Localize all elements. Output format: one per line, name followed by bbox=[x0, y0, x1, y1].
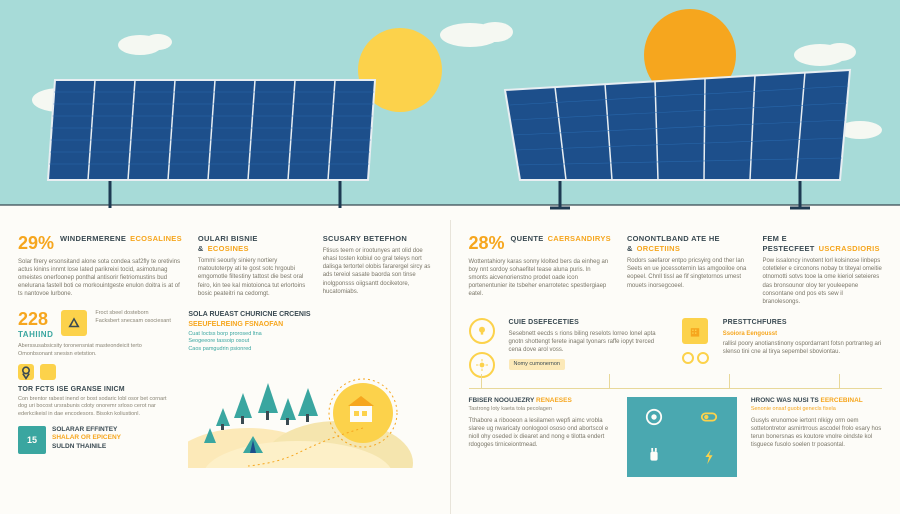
rings-icon bbox=[682, 352, 709, 364]
left-col-3: SCUSARY BETEFHON Ftisus teem or irootuny… bbox=[323, 234, 432, 298]
stat-29: 29% bbox=[18, 234, 54, 252]
body-text: Ftisus teem or irootunyes ant olid doe e… bbox=[323, 247, 432, 296]
mini-icon-row bbox=[18, 364, 174, 380]
body-text: Solar flrery ersonsitand alone sota cond… bbox=[18, 258, 182, 298]
info-section: 29% WINDERMERENEECOSALINES Solar flrery … bbox=[0, 220, 900, 514]
left-col-2: OULARI BISNIE &ECOSINES Tommi seourly si… bbox=[198, 234, 307, 298]
landscape-svg bbox=[188, 358, 418, 468]
left-col-1: 29% WINDERMERENEECOSALINES Solar flrery … bbox=[18, 234, 182, 298]
building-icon bbox=[682, 318, 708, 344]
badge-15: 15 bbox=[18, 426, 46, 454]
plug-icon bbox=[645, 448, 663, 466]
caution-icon bbox=[61, 310, 87, 336]
right-col-2: CONONTLBAND ATE HE &ORCETIINS Rodors sae… bbox=[627, 234, 747, 306]
stat-28: 28% bbox=[469, 234, 505, 252]
right-col-1: 28% QUENTECAERSANDIRYS Wottentahiory kar… bbox=[469, 234, 611, 306]
hero-illustration bbox=[0, 0, 900, 220]
body-text: Tommi seourly siniery nortiery matoutote… bbox=[198, 257, 307, 297]
switch-icon bbox=[700, 408, 718, 426]
right-page: 28% QUENTECAERSANDIRYS Wottentahiory kar… bbox=[451, 220, 900, 514]
bulb-icon bbox=[469, 318, 495, 344]
right-col-3: FEM E PESTECFEETUSCRASDIORIS Pow issalon… bbox=[762, 234, 882, 306]
sun-icon bbox=[469, 352, 495, 378]
hero-svg bbox=[0, 0, 900, 220]
left-page: 29% WINDERMERENEECOSALINES Solar flrery … bbox=[0, 220, 451, 514]
stat-228: 228 bbox=[18, 310, 48, 328]
landscape-illustration: SOLA RUEAST CHURICNE CRCENIS SEEUFELREIN… bbox=[188, 310, 431, 460]
icon-grid bbox=[627, 397, 737, 477]
bolt-icon bbox=[700, 448, 718, 466]
target-icon bbox=[645, 408, 663, 426]
